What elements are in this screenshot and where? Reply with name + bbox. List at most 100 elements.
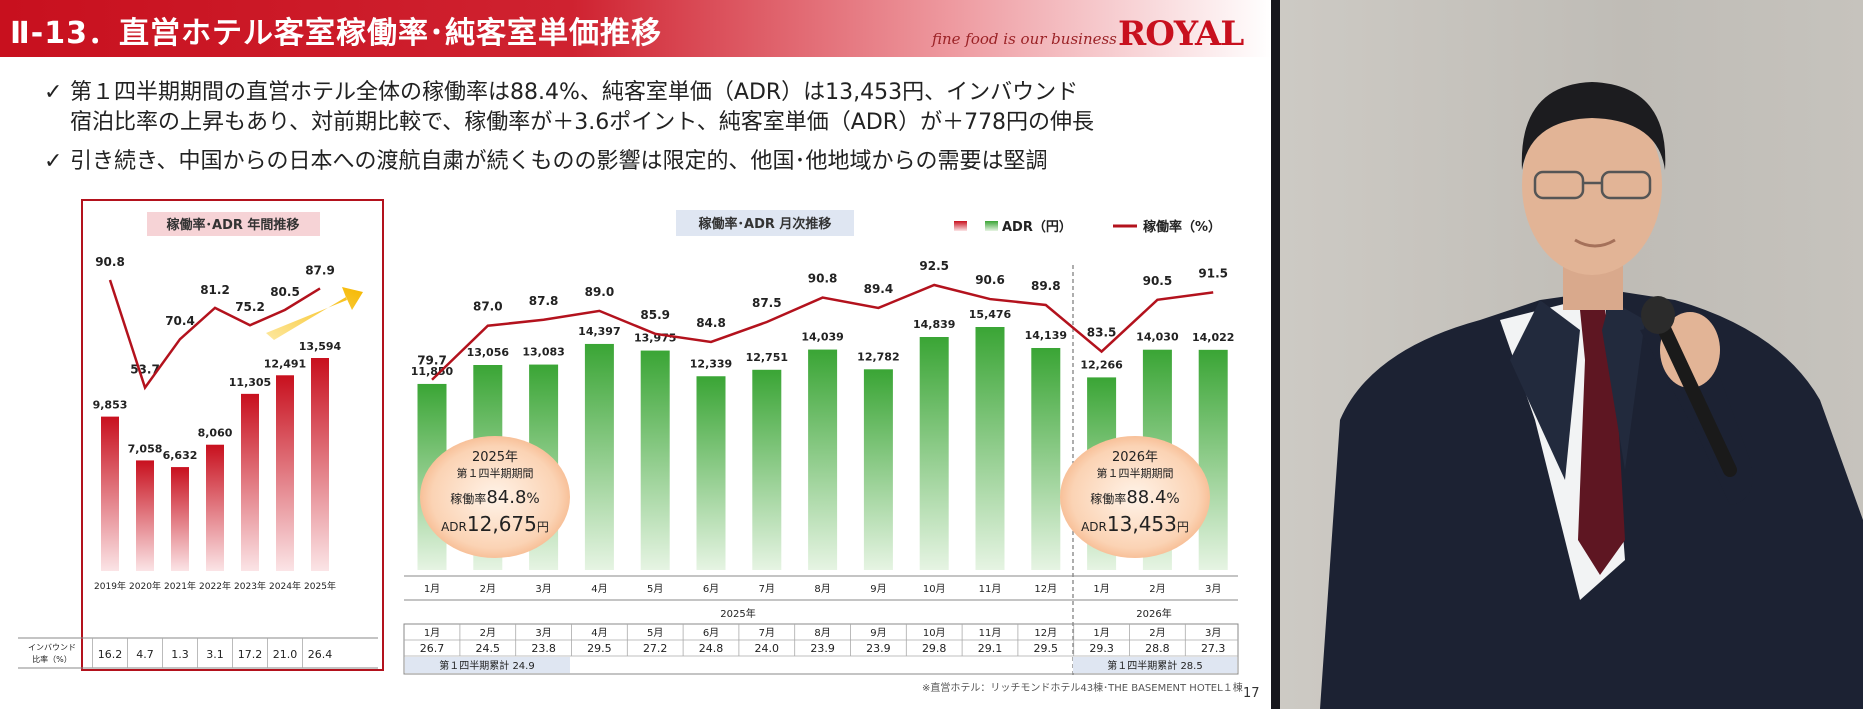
callout-occ-label: 稼働率 (450, 491, 486, 506)
check-icon: ✓ (44, 149, 63, 174)
monthly-adr-label: 14,139 (1025, 329, 1067, 342)
monthly-category-label: 6月 (703, 583, 719, 595)
monthly-table-cell: 23.9 (866, 642, 891, 655)
annual-table-cell: 16.2 (98, 648, 123, 661)
monthly-category-label: 12月 (1034, 583, 1057, 595)
annual-occ-label: 81.2 (200, 283, 230, 297)
callout-occ-label: 稼働率 (1090, 491, 1126, 506)
monthly-table-month: 6月 (703, 627, 719, 639)
annual-occ-label: 90.8 (95, 255, 125, 269)
monthly-table-cell: 24.5 (476, 642, 501, 655)
monthly-category-label: 1月 (1093, 583, 1109, 595)
glasses-right (1600, 170, 1652, 200)
callout-adr-unit: 円 (537, 520, 549, 534)
monthly-category-label: 7月 (759, 583, 775, 595)
monthly-adr-label: 13,083 (522, 346, 564, 359)
annual-occ-label: 70.4 (165, 314, 195, 328)
monthly-occ-label: 89.8 (1031, 279, 1061, 293)
monthly-table-month: 9月 (870, 627, 886, 639)
screen-divider (1271, 0, 1280, 709)
face (1522, 95, 1662, 275)
hair (1521, 82, 1666, 170)
title-bar: Ⅱ-13．直営ホテル客室稼働率･純客室単価推移 fine food is our… (0, 0, 1271, 57)
legend-adr: ADR（円） (1002, 219, 1072, 235)
q1-2025-box (405, 657, 570, 673)
monthly-adr-label: 14,839 (913, 318, 955, 331)
annual-adr-label: 13,594 (299, 340, 342, 353)
annual-adr-bar (136, 460, 154, 571)
monthly-occ-label: 87.8 (529, 294, 559, 308)
monthly-occ-label: 84.8 (696, 316, 726, 330)
annual-adr-label: 6,632 (163, 449, 198, 462)
monthly-table-cell: 29.3 (1089, 642, 1114, 655)
annual-category-label: 2019年 (94, 580, 126, 592)
monthly-table-cell: 26.7 (420, 642, 445, 655)
footnote: ※直営ホテル：リッチモンドホテル43棟･THE BASEMENT HOTEL１棟 (922, 683, 1243, 694)
annual-chart-title: 稼働率･ADR 年間推移 (167, 217, 300, 233)
monthly-category-label: 10月 (923, 583, 946, 595)
monthly-table-frame (403, 623, 1239, 675)
monthly-occupancy-line (431, 283, 1214, 381)
monthly-adr-label: 12,339 (690, 357, 732, 370)
callout-period: 第１四半期期間 (457, 466, 534, 480)
callout-occ-unit: % (1166, 491, 1179, 507)
monthly-table-month: 10月 (923, 627, 946, 639)
monthly-table-cell: 23.8 (531, 642, 556, 655)
monthly-adr-bar (640, 350, 670, 570)
callout-bubble (1060, 436, 1210, 558)
monthly-table-month: 1月 (424, 627, 440, 639)
monthly-table-month: 8月 (814, 627, 830, 639)
annual-category-label: 2020年 (129, 580, 161, 592)
monthly-adr-bar (1031, 347, 1061, 570)
callout-adr: ADR12,675円 (441, 512, 549, 536)
callout-occ-value: 88.4 (1126, 487, 1166, 508)
page-number: 17 (1243, 686, 1260, 701)
monthly-occ-label: 87.0 (473, 300, 503, 314)
annual-adr-label: 9,853 (93, 399, 128, 412)
annual-adr-bar (171, 467, 189, 571)
bullet-1-cont: 宿泊比率の上昇もあり、対前期比較で、稼働率が＋3.6ポイント、純客室単価（ADR… (44, 104, 1094, 136)
year-label-2026: 2026年 (1136, 607, 1171, 620)
monthly-adr-bar (919, 337, 949, 570)
monthly-category-label: 3月 (535, 583, 551, 595)
callout-occupancy: 稼働率88.4% (1090, 487, 1179, 508)
monthly-table-cell: 24.8 (699, 642, 724, 655)
legend-occ: 稼働率（%） (1143, 219, 1221, 235)
callout-adr-label: ADR (1081, 520, 1107, 534)
monthly-table-month: 3月 (1205, 627, 1221, 639)
monthly-adr-label: 15,476 (969, 308, 1012, 321)
monthly-adr-label: 12,751 (746, 351, 788, 364)
callout-period: 第１四半期期間 (1097, 466, 1174, 480)
monthly-table-month: 2月 (480, 627, 496, 639)
monthly-adr-bar (808, 349, 838, 570)
legend-swatch-green (985, 221, 998, 231)
monthly-chart-title: 稼働率･ADR 月次推移 (699, 216, 832, 232)
callout-occ-unit: % (526, 491, 539, 507)
monthly-table-cell: 29.5 (1034, 642, 1059, 655)
monthly-category-label: 3月 (1205, 583, 1221, 595)
glasses-left (1533, 170, 1585, 200)
monthly-occ-label: 83.5 (1087, 326, 1117, 340)
lapel-right (1602, 300, 1645, 470)
monthly-table-cell: 29.1 (978, 642, 1003, 655)
callout-occ-value: 84.8 (486, 487, 526, 508)
company-logo: ROYAL (1118, 14, 1244, 54)
annual-table-row-label-2: 比率（%） (32, 654, 72, 664)
monthly-table-cell: 29.8 (922, 642, 947, 655)
annual-category-label: 2025年 (304, 580, 336, 592)
mouth (1574, 238, 1616, 248)
monthly-table-cell: 23.9 (810, 642, 835, 655)
monthly-category-label: 8月 (814, 583, 830, 595)
bullet-1-text: 第１四半期期間の直営ホテル全体の稼働率は88.4%、純客室単価（ADR）は13,… (70, 80, 1079, 105)
monthly-occ-label: 90.8 (808, 272, 838, 286)
monthly-category-label: 5月 (647, 583, 663, 595)
monthly-table-cell: 28.8 (1145, 642, 1170, 655)
monthly-table-month: 1月 (1093, 627, 1109, 639)
monthly-table-cell: 27.3 (1201, 642, 1226, 655)
annual-adr-bar (101, 416, 119, 571)
monthly-table-cell: 27.2 (643, 642, 668, 655)
q1-2025-total: 第１四半期累計 24.9 (439, 659, 534, 672)
callout-occupancy: 稼働率84.8% (450, 487, 539, 508)
